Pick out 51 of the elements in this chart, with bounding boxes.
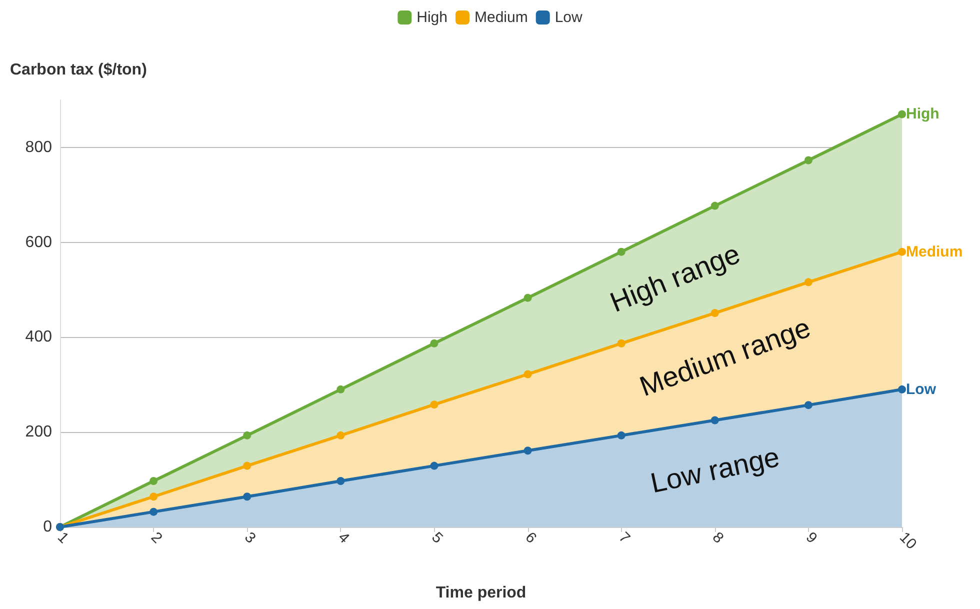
x-tick-label: 3	[241, 528, 260, 547]
point	[336, 476, 345, 485]
point	[524, 370, 532, 378]
point	[150, 492, 158, 501]
point	[336, 385, 345, 394]
x-tick-label: 5	[428, 528, 446, 547]
y-axis-title: Carbon tax ($/ton)	[10, 62, 147, 78]
x-tick-label: 4	[334, 528, 353, 547]
point	[804, 278, 812, 286]
point	[617, 339, 626, 348]
point	[617, 431, 626, 440]
x-tick-label: 8	[708, 528, 727, 547]
x-tick-label: 9	[802, 528, 820, 547]
point	[243, 431, 252, 440]
legend-label: Medium	[474, 9, 528, 26]
text: Medium	[906, 243, 963, 260]
point	[150, 508, 158, 516]
point	[710, 202, 719, 210]
y-tick-label: 600	[25, 234, 52, 251]
point	[898, 110, 906, 118]
point	[524, 294, 532, 302]
x-tick-label: 10	[896, 528, 920, 553]
point	[243, 462, 252, 470]
text: Low	[906, 380, 936, 398]
point	[898, 385, 906, 394]
x-tick-label: 6	[522, 528, 540, 547]
annotation: Low range	[648, 441, 782, 499]
point	[804, 156, 812, 164]
y-tick-label: 0	[43, 518, 52, 536]
x-tick-label: 1	[54, 528, 72, 547]
point	[430, 400, 438, 409]
point	[524, 446, 532, 455]
point	[617, 248, 626, 256]
legend-label: High	[416, 9, 448, 26]
text: High	[906, 106, 940, 123]
x-tick-label: 7	[615, 528, 634, 547]
point	[430, 339, 438, 348]
point	[710, 416, 719, 424]
point	[336, 431, 345, 440]
point	[898, 248, 906, 256]
y-tick-label: 800	[25, 138, 52, 156]
point	[710, 309, 719, 318]
point	[243, 492, 252, 501]
x-tick-label: 2	[148, 528, 166, 547]
point	[804, 401, 812, 410]
point	[150, 476, 158, 485]
point	[430, 462, 438, 470]
y-tick-label: 400	[25, 328, 52, 346]
legend-label: Low	[554, 9, 583, 26]
x-axis-title: Time period	[436, 584, 526, 602]
y-tick-label: 200	[25, 424, 52, 441]
